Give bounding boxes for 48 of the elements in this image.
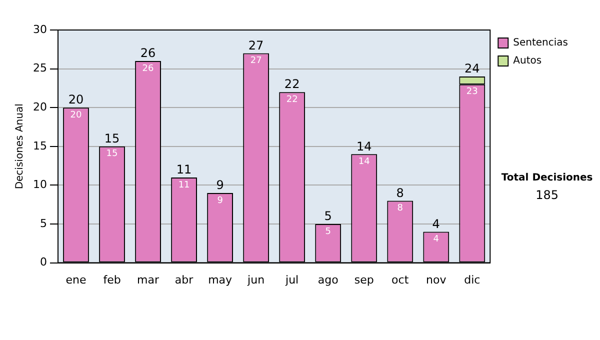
data-label: 5 bbox=[325, 226, 331, 237]
x-tick-label: nov bbox=[426, 273, 447, 286]
text: 185 bbox=[536, 188, 559, 202]
x-tick-label: abr bbox=[174, 273, 194, 286]
x-tick-label: jul bbox=[284, 273, 299, 286]
total-label: 11 bbox=[176, 162, 192, 177]
x-tick-label: oct bbox=[392, 273, 410, 286]
total-label: 9 bbox=[216, 178, 224, 192]
x-tick-label: feb bbox=[103, 273, 121, 286]
data-label: 8 bbox=[397, 204, 404, 214]
data-label: 22 bbox=[286, 94, 298, 105]
x-tick-label: sep bbox=[354, 273, 374, 286]
total-label: 24 bbox=[464, 62, 480, 76]
y-tick-label: 30 bbox=[32, 22, 47, 36]
text: Total Decisiones bbox=[501, 172, 593, 184]
data-label: 4 bbox=[433, 234, 440, 245]
x-tick-label: dic bbox=[464, 273, 480, 286]
data-label: 9 bbox=[217, 196, 224, 206]
y-tick-label: 20 bbox=[32, 100, 47, 114]
y-tick-label: 0 bbox=[40, 256, 47, 269]
data-label: 26 bbox=[142, 64, 154, 74]
total-label: 27 bbox=[248, 38, 264, 52]
y-tick-label: 25 bbox=[32, 62, 47, 75]
legend-label: Autos bbox=[513, 56, 542, 67]
x-tick-label: mar bbox=[137, 273, 160, 286]
total-label: 8 bbox=[396, 186, 404, 200]
y-axis-title: Decisiones Anual bbox=[14, 104, 26, 190]
x-tick-label: jun bbox=[246, 273, 265, 286]
total-label: 20 bbox=[68, 92, 84, 107]
data-label: 15 bbox=[106, 149, 118, 160]
y-tick-label: 15 bbox=[32, 139, 47, 152]
x-tick-label: may bbox=[208, 273, 233, 286]
y-tick-label: 10 bbox=[32, 178, 47, 192]
x-tick-label: ene bbox=[66, 273, 86, 286]
total-label: 15 bbox=[104, 132, 120, 146]
legend-label: Sentencias bbox=[513, 38, 568, 49]
y-tick-label: 5 bbox=[40, 216, 47, 230]
total-label: 14 bbox=[356, 139, 372, 154]
data-label: 23 bbox=[466, 87, 478, 98]
data-label: 20 bbox=[70, 110, 82, 120]
data-label: 27 bbox=[250, 56, 262, 66]
x-tick-label: ago bbox=[318, 273, 339, 286]
total-label: 26 bbox=[140, 46, 156, 60]
total-label: 22 bbox=[284, 77, 300, 92]
data-label: 14 bbox=[358, 157, 370, 168]
total-label: 5 bbox=[324, 209, 332, 224]
total-label: 4 bbox=[432, 216, 440, 231]
data-label: 11 bbox=[178, 180, 190, 190]
